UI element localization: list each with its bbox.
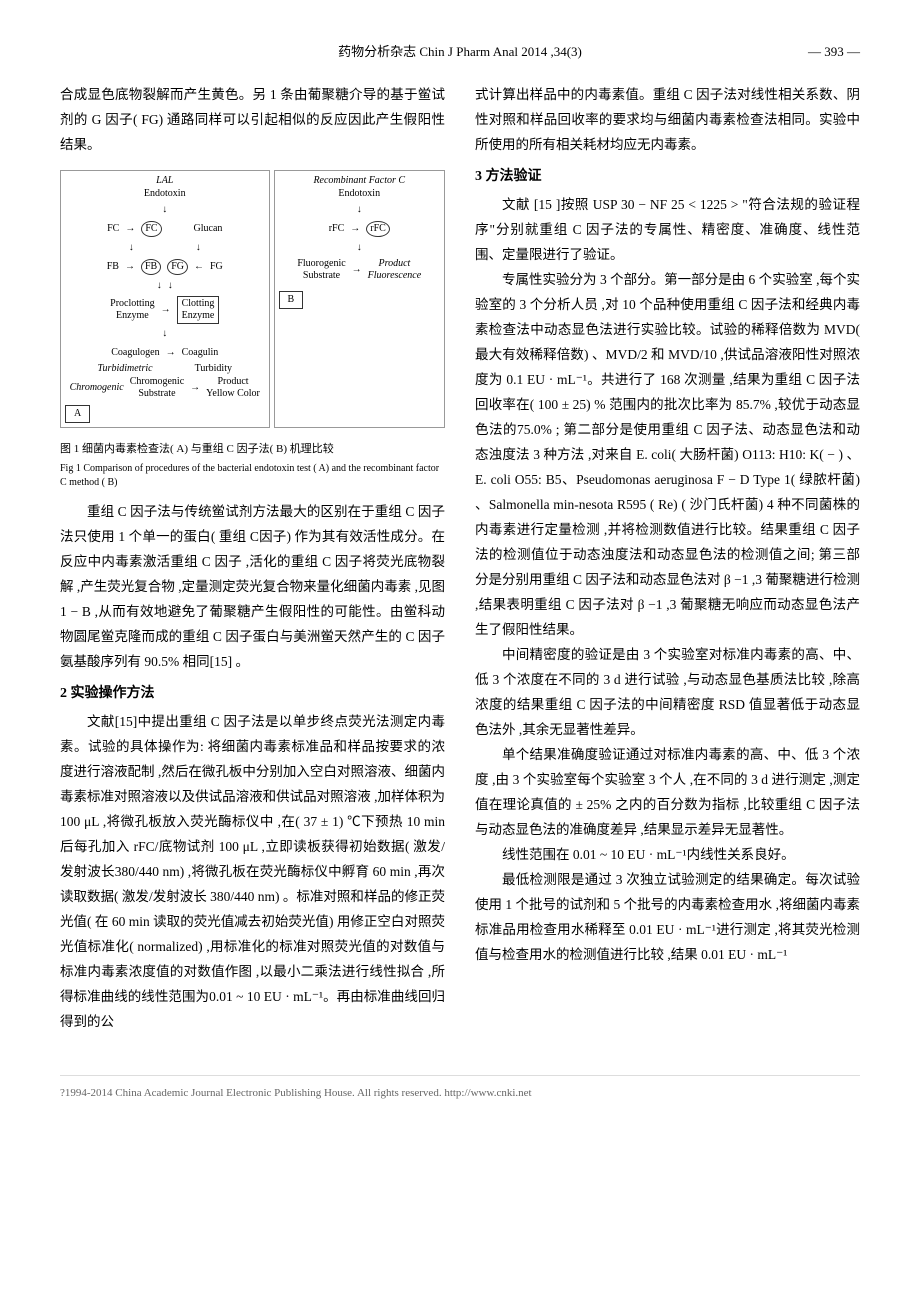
rfc-title: Recombinant Factor C (313, 175, 405, 187)
arrow-icon: ↓ (357, 239, 362, 257)
page-header: 药物分析杂志 Chin J Pharm Anal 2014 ,34(3) — 3… (60, 40, 860, 63)
arrow-icon: → (161, 301, 171, 319)
lal-title: LAL (156, 175, 173, 187)
figure-caption-cn: 图 1 细菌内毒素检查法( A) 与重组 C 因子法( B) 机理比较 (60, 440, 445, 460)
diagram-b: Recombinant Factor C Endotoxin ↓ rFC → r… (274, 170, 445, 428)
fb-active-node: FB (141, 259, 161, 275)
diagram-b-label: B (279, 291, 304, 309)
chromogenic-label: Chromogenic (70, 382, 124, 394)
turbidity-node: Turbidity (195, 363, 232, 375)
left-column: 合成显色底物裂解而产生黄色。另 1 条由葡聚糖介导的基于鲎试剂的 G 因子( F… (60, 83, 445, 1034)
arrow-icon: ↓ (162, 201, 167, 219)
right-column: 式计算出样品中的内毒素值。重组 C 因子法对线性相关系数、阴性对照和样品回收率的… (475, 83, 860, 1034)
endotoxin-b-node: Endotoxin (338, 188, 380, 200)
chromo-substrate-node: Chromogenic Substrate (130, 376, 184, 400)
turbidimetric-label: Turbidimetric (98, 363, 153, 375)
yellow-product-node: Product Yellow Color (206, 376, 260, 400)
fluoro-substrate-node: Fluorogenic Substrate (297, 258, 345, 282)
arrow-icon: ↓ (157, 277, 162, 295)
right-para-5: 单个结果准确度验证通过对标准内毒素的高、中、低 3 个浓度 ,由 3 个实验室每… (475, 743, 860, 843)
arrow-icon: → (352, 261, 362, 279)
section-3-heading: 3 方法验证 (475, 164, 860, 189)
intro-paragraph: 合成显色底物裂解而产生黄色。另 1 条由葡聚糖介导的基于鲎试剂的 G 因子( F… (60, 83, 445, 158)
coagulogen-node: Coagulogen (111, 347, 159, 359)
arrow-icon: → (190, 379, 200, 397)
fg-node: FG (210, 261, 223, 273)
rfc-active-node: rFC (366, 221, 390, 237)
right-para-3: 专属性实验分为 3 个部分。第一部分是由 6 个实验室 ,每个实验室的 3 个分… (475, 268, 860, 643)
glucan-node: Glucan (194, 223, 223, 235)
arrow-icon: → (125, 220, 135, 238)
rfc-node: rFC (329, 223, 345, 235)
proclotting-node: Proclotting Enzyme (110, 298, 154, 322)
right-para-7: 最低检测限是通过 3 次独立试验测定的结果确定。每次试验使用 1 个批号的试剂和… (475, 868, 860, 968)
diagram-a: LAL Endotoxin ↓ FC → FC Glucan ↓ ↓ (60, 170, 270, 428)
section-2-heading: 2 实验操作方法 (60, 681, 445, 706)
main-content: 合成显色底物裂解而产生黄色。另 1 条由葡聚糖介导的基于鲎试剂的 G 因子( F… (60, 83, 860, 1034)
figure-caption-en: Fig 1 Comparison of procedures of the ba… (60, 462, 445, 490)
figure-1: LAL Endotoxin ↓ FC → FC Glucan ↓ ↓ (60, 170, 445, 428)
right-para-6: 线性范围在 0.01 ~ 10 EU · mL⁻¹内线性关系良好。 (475, 843, 860, 868)
fc-active-node: FC (141, 221, 161, 237)
fb-node: FB (107, 261, 119, 273)
endotoxin-node: Endotoxin (144, 188, 186, 200)
fg-active-node: FG (167, 259, 188, 275)
arrow-icon: → (350, 220, 360, 238)
page-footer: ?1994-2014 China Academic Journal Electr… (60, 1075, 860, 1104)
arrow-icon: → (125, 258, 135, 276)
journal-title: 药物分析杂志 Chin J Pharm Anal 2014 ,34(3) (140, 40, 780, 63)
clotting-node: Clotting Enzyme (177, 296, 220, 324)
arrow-icon: ← (194, 258, 204, 276)
arrow-icon: ↓ (129, 239, 134, 257)
coagulin-node: Coagulin (182, 347, 219, 359)
diagram-a-label: A (65, 405, 90, 423)
arrow-icon: → (166, 344, 176, 362)
right-para-4: 中间精密度的验证是由 3 个实验室对标准内毒素的高、中、低 3 个浓度在不同的 … (475, 643, 860, 743)
page-number: — 393 — (780, 40, 860, 63)
arrow-icon: ↓ (196, 239, 201, 257)
para-after-figure: 重组 C 因子法与传统鲎试剂方法最大的区别在于重组 C 因子法只使用 1 个单一… (60, 500, 445, 675)
right-para-2: 文献 [15 ]按照 USP 30 − NF 25 < 1225 > "符合法规… (475, 193, 860, 268)
arrow-icon: ↓ (162, 325, 167, 343)
fluorescence-product-node: Product Fluorescence (368, 258, 422, 282)
section-2-paragraph: 文献[15]中提出重组 C 因子法是以单步终点荧光法测定内毒素。试验的具体操作为… (60, 710, 445, 1035)
right-para-1: 式计算出样品中的内毒素值。重组 C 因子法对线性相关系数、阴性对照和样品回收率的… (475, 83, 860, 158)
fc-node: FC (107, 223, 119, 235)
arrow-icon: ↓ (357, 201, 362, 219)
arrow-icon: ↓ (168, 277, 173, 295)
